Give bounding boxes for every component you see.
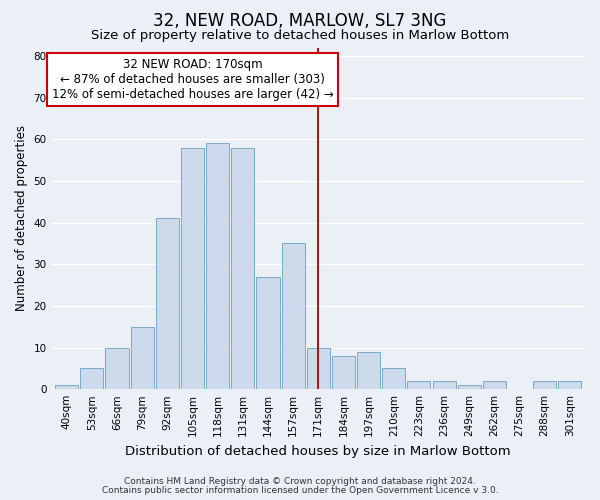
Y-axis label: Number of detached properties: Number of detached properties: [15, 126, 28, 312]
Text: Contains HM Land Registry data © Crown copyright and database right 2024.: Contains HM Land Registry data © Crown c…: [124, 477, 476, 486]
X-axis label: Distribution of detached houses by size in Marlow Bottom: Distribution of detached houses by size …: [125, 444, 511, 458]
Bar: [181, 148, 204, 389]
Bar: [80, 368, 103, 389]
Bar: [55, 385, 78, 389]
Bar: [332, 356, 355, 389]
Bar: [559, 381, 581, 389]
Bar: [533, 381, 556, 389]
Bar: [281, 244, 305, 389]
Text: 32, NEW ROAD, MARLOW, SL7 3NG: 32, NEW ROAD, MARLOW, SL7 3NG: [154, 12, 446, 30]
Bar: [256, 276, 280, 389]
Bar: [307, 348, 330, 389]
Text: 32 NEW ROAD: 170sqm
← 87% of detached houses are smaller (303)
12% of semi-detac: 32 NEW ROAD: 170sqm ← 87% of detached ho…: [52, 58, 334, 101]
Bar: [156, 218, 179, 389]
Bar: [106, 348, 128, 389]
Bar: [407, 381, 430, 389]
Bar: [206, 144, 229, 389]
Text: Contains public sector information licensed under the Open Government Licence v : Contains public sector information licen…: [101, 486, 499, 495]
Bar: [458, 385, 481, 389]
Bar: [382, 368, 406, 389]
Text: Size of property relative to detached houses in Marlow Bottom: Size of property relative to detached ho…: [91, 29, 509, 42]
Bar: [357, 352, 380, 389]
Bar: [483, 381, 506, 389]
Bar: [231, 148, 254, 389]
Bar: [131, 326, 154, 389]
Bar: [433, 381, 455, 389]
